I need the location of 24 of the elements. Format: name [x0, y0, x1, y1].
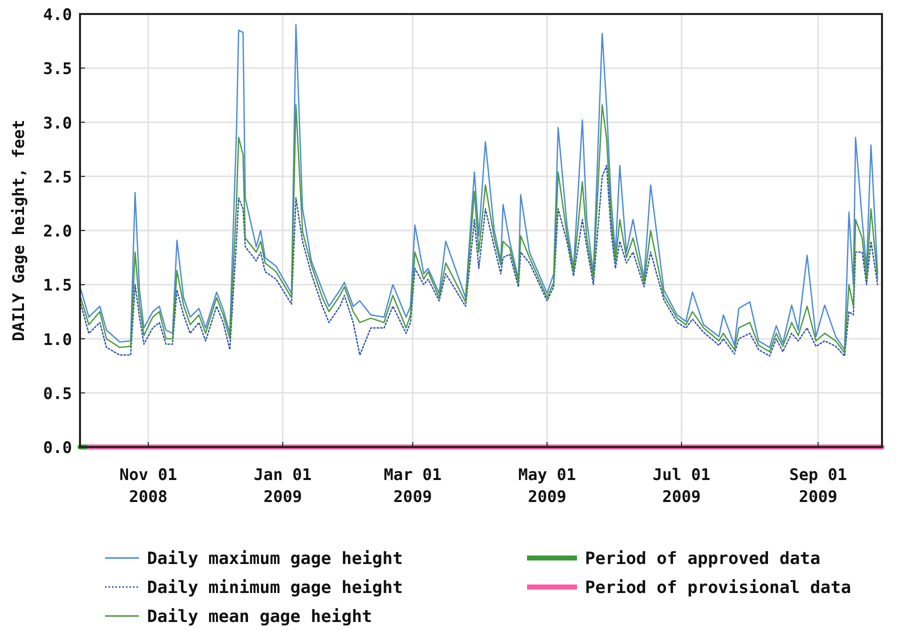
y-tick-label: 2.5: [43, 167, 72, 186]
legend-label: Daily maximum gage height: [147, 549, 403, 569]
y-tick-label: 2.0: [43, 222, 72, 240]
x-tick-label: Jul 01 2009: [652, 465, 710, 506]
y-tick-label: 3.5: [43, 59, 72, 78]
line-series: [79, 104, 878, 354]
y-tick-label: 1.0: [43, 330, 72, 349]
x-tick-label: Jan 01 2009: [254, 465, 312, 506]
y-axis-title: DAILY Gage height, feet: [9, 120, 28, 342]
legend-label: Daily mean gage height: [147, 607, 372, 627]
legend-label: Daily minimum gage height: [147, 578, 403, 598]
y-tick-label: 4.0: [43, 5, 72, 24]
y-tick-label: 0.0: [43, 438, 72, 457]
x-tick-label: Nov 01 2008: [119, 465, 178, 506]
y-tick-label: 0.5: [43, 384, 72, 403]
x-tick-label: May 01 2009: [518, 465, 576, 506]
legend-label: Period of approved data: [585, 549, 820, 569]
line-series: [79, 24, 878, 350]
x-tick-label: Sep 01 2009: [789, 465, 848, 506]
y-tick-label: 3.0: [43, 113, 72, 132]
y-tick-label: 1.5: [43, 276, 72, 295]
legend-label: Period of provisional data: [585, 578, 852, 598]
line-series: [79, 164, 878, 357]
x-tick-label: Mar 01 2009: [384, 465, 442, 506]
